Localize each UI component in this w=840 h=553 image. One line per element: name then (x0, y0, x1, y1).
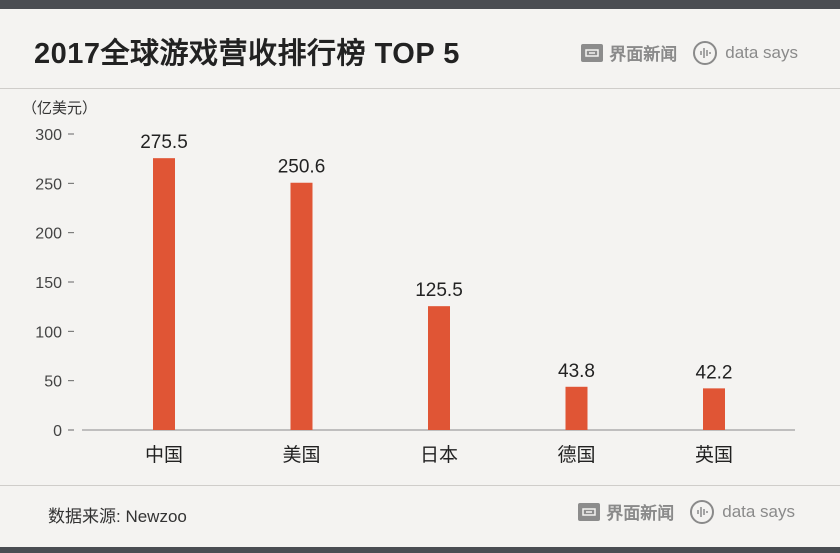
y-tick-label: 150 (35, 275, 62, 292)
x-category-label: 英国 (695, 444, 733, 466)
x-category-label: 美国 (282, 444, 320, 466)
jiemian-brand-label: 界面新闻 (606, 504, 675, 523)
y-axis: 0 50 100 150 200 250 300 (35, 127, 74, 440)
jiemian-brand-label: 界面新闻 (609, 45, 678, 64)
jiemian-logo-icon (581, 43, 604, 62)
y-tick-label: 300 (35, 127, 62, 144)
datasays-brand-label: data says (722, 501, 795, 521)
bar-value-label: 275.5 (140, 132, 188, 153)
y-tick-label: 200 (35, 226, 62, 243)
brand-logos-top: 界面新闻 data says (581, 40, 798, 65)
bars-group: 275.5 中国 250.6 美国 125.5 日本 43.8 德国 42.2 英国 (140, 132, 733, 466)
jiemian-logo-icon (578, 502, 601, 521)
top-band (0, 0, 840, 9)
bar-value-label: 43.8 (558, 361, 595, 382)
bar-0 (153, 158, 175, 430)
x-category-label: 中国 (145, 444, 183, 466)
bottom-band (0, 547, 840, 553)
bar-value-label: 250.6 (278, 157, 326, 178)
bar-value-label: 125.5 (415, 280, 463, 301)
datasays-logo-icon (690, 499, 715, 524)
x-category-label: 德国 (557, 444, 595, 466)
y-tick-label: 50 (44, 374, 62, 391)
y-unit-label: （亿美元） (22, 100, 97, 117)
y-tick-label: 100 (35, 324, 62, 341)
bar-1 (290, 182, 313, 430)
bar-3 (565, 386, 588, 430)
datasays-logo-icon (693, 40, 718, 65)
data-source: 数据来源: Newzoo (48, 507, 187, 526)
footer-divider (0, 485, 840, 486)
header-divider (0, 88, 840, 89)
bar-4 (703, 388, 725, 430)
datasays-brand-label: data says (725, 42, 798, 62)
chart-title: 2017全球游戏营收排行榜 TOP 5 (34, 38, 460, 70)
brand-logos-bottom: 界面新闻 data says (578, 499, 795, 524)
y-tick-label: 0 (53, 423, 62, 440)
bar-2 (428, 306, 450, 430)
y-tick-label: 250 (35, 176, 62, 193)
x-category-label: 日本 (420, 444, 458, 466)
bar-value-label: 42.2 (696, 362, 733, 383)
bar-chart: （亿美元） 0 50 100 150 200 250 300 275.5 中国 250.6 美国 1… (22, 100, 795, 466)
